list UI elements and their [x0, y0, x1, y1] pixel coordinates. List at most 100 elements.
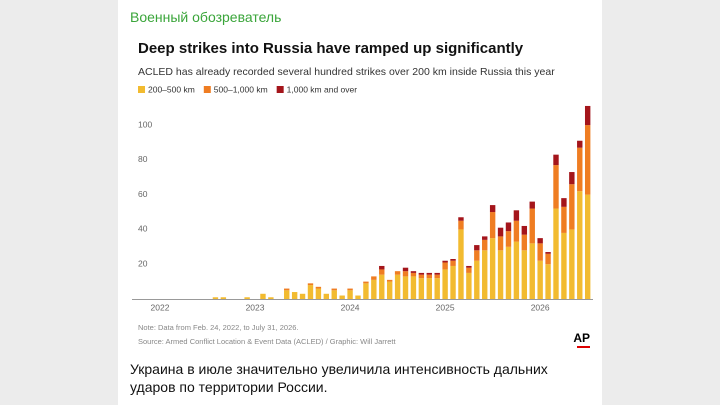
bar-segment: [482, 239, 488, 251]
bar-segment: [402, 276, 409, 299]
bar-segment: [299, 293, 306, 299]
bar-segment: [529, 201, 535, 209]
bar-segment: [426, 278, 432, 299]
bar-segment: [402, 271, 409, 277]
bar-segment: [418, 272, 425, 275]
bar-segment: [513, 220, 520, 242]
bar-segment: [458, 217, 464, 221]
bar-segment: [442, 260, 448, 263]
bar-segment: [569, 172, 575, 185]
bar-segment: [458, 220, 464, 230]
bar-segment: [418, 278, 425, 299]
bar-segment: [363, 283, 369, 299]
bar-segment: [537, 238, 543, 244]
y-tick-label: 40: [138, 224, 148, 234]
bar-segment: [450, 265, 456, 299]
bar-segment: [482, 250, 488, 299]
bar-segment: [474, 260, 480, 299]
legend-label: 1,000 km and over: [287, 84, 358, 94]
bar-segment: [521, 225, 528, 235]
bar-segment: [561, 232, 567, 299]
bar-segment: [394, 274, 401, 299]
bar-segment: [489, 212, 496, 239]
site-name: Военный обозреватель: [130, 9, 282, 25]
bar-segment: [521, 250, 528, 299]
bar-segment: [355, 295, 361, 299]
bar-segment: [489, 238, 496, 299]
bar-segment: [426, 274, 432, 279]
bar-segment: [584, 105, 591, 126]
bar-segment: [212, 297, 219, 299]
bar-segment: [220, 297, 227, 299]
bar-segment: [521, 234, 528, 251]
bar-segment: [386, 281, 393, 299]
note: Note: Data from Feb. 24, 2022, to July 3…: [138, 323, 299, 332]
bar-segment: [466, 265, 472, 268]
bar-segment: [371, 279, 377, 299]
bar-segment: [434, 272, 440, 275]
bar-segment: [363, 281, 369, 284]
bar-segment: [410, 271, 417, 273]
bar-segment: [466, 272, 472, 299]
bar-segment: [553, 165, 559, 209]
bar-segment: [553, 208, 559, 299]
bar-segment: [284, 290, 290, 299]
chart: Deep strikes into Russia have ramped up …: [132, 40, 593, 348]
bar-segment: [505, 231, 512, 247]
x-tick-label: 2025: [436, 302, 455, 312]
x-tick-label: 2022: [151, 302, 170, 312]
bar-segment: [553, 154, 559, 166]
bar-segment: [577, 191, 583, 299]
bar-segment: [474, 245, 480, 251]
bar-segment: [474, 250, 480, 261]
bar-segment: [545, 252, 551, 254]
bar-segment: [442, 269, 448, 299]
article: Военный обозреватель Deep strikes into R…: [118, 0, 602, 405]
bar-segment: [584, 194, 591, 299]
bar-segment: [434, 278, 440, 299]
bar-segment: [394, 271, 401, 275]
caption: Украина в июле значительно увеличила инт…: [130, 361, 548, 395]
bar-segment: [307, 285, 314, 299]
bar-segment: [569, 229, 575, 299]
bar-segment: [442, 262, 448, 270]
bar-segment: [339, 295, 345, 299]
bar-segment: [379, 269, 385, 275]
y-tick-label: 100: [138, 119, 152, 129]
bar-segment: [371, 276, 377, 280]
bar-segment: [323, 293, 330, 299]
bar-segment: [505, 246, 512, 299]
bar-segment: [307, 283, 314, 286]
bar-segment: [489, 205, 496, 213]
y-tick-label: 60: [138, 189, 148, 199]
bar-segment: [577, 147, 583, 192]
bar-segment: [482, 236, 488, 240]
bar-segment: [561, 206, 567, 233]
bar-segment: [577, 140, 583, 148]
bar-segment: [410, 272, 417, 277]
bar-segment: [545, 253, 551, 265]
bar-segment: [410, 276, 417, 299]
bar-segment: [450, 259, 456, 261]
legend-swatch: [276, 86, 284, 93]
bar-segment: [315, 286, 322, 289]
bar-segment: [561, 198, 567, 207]
bar-segment: [434, 274, 440, 279]
bar-segment: [450, 260, 456, 266]
bar-segment: [418, 274, 425, 279]
legend-label: 200–500 km: [148, 84, 195, 94]
bar-segment: [458, 229, 464, 299]
bar-segment: [537, 260, 543, 299]
legend-swatch: [203, 86, 211, 93]
bar-segment: [466, 267, 472, 273]
bar-segment: [347, 288, 353, 291]
bar-segment: [244, 297, 250, 299]
bar-segment: [569, 184, 575, 230]
source: Source: Armed Conflict Location & Event …: [138, 337, 397, 346]
bar-segment: [513, 210, 520, 221]
chart-title: Deep strikes into Russia have ramped up …: [138, 40, 524, 57]
bar-segment: [284, 288, 290, 291]
bar-segment: [545, 264, 551, 299]
bar-segment: [331, 288, 337, 291]
bar-segment: [347, 290, 353, 299]
